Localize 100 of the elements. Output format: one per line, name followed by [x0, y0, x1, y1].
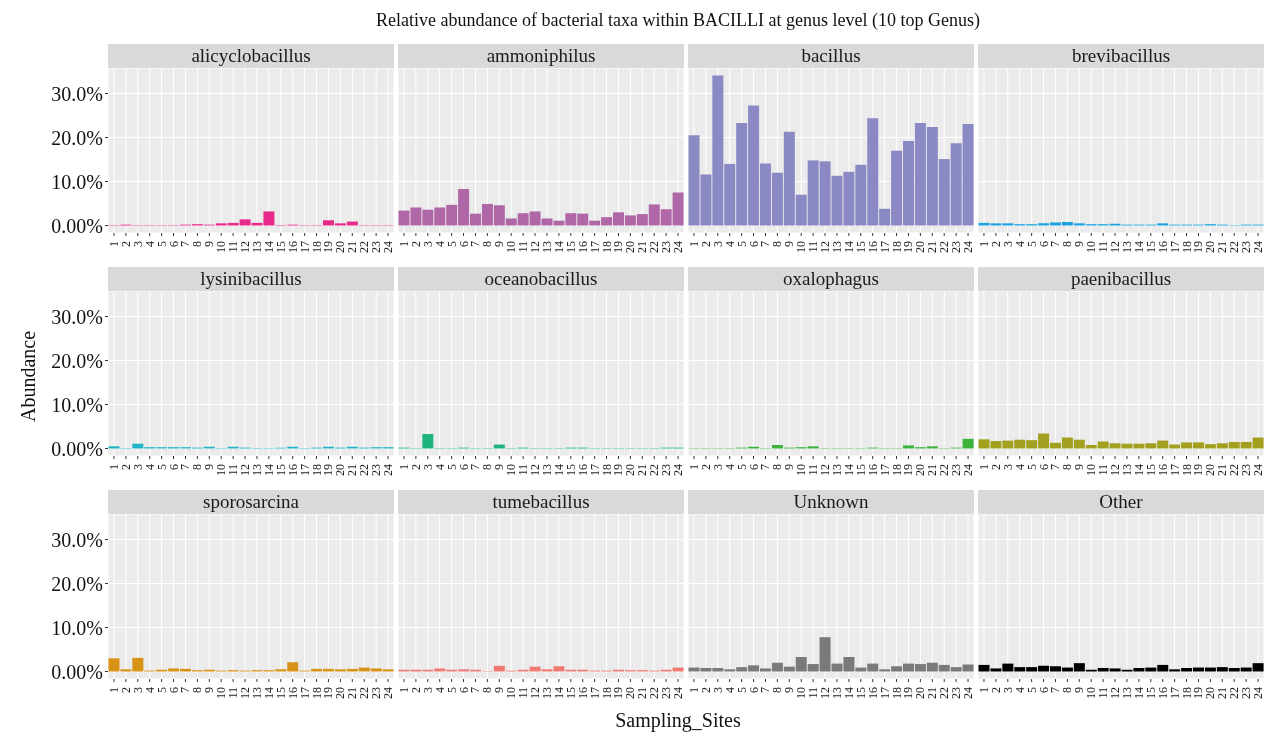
x-tick-label: 2	[408, 687, 423, 693]
x-tick-label: 24	[381, 241, 396, 253]
x-tick-label: 4	[142, 464, 157, 470]
x-axis-title: Sampling_Sites	[614, 709, 742, 732]
x-tick-label: 15	[273, 464, 288, 476]
x-tick-label: 2	[118, 241, 133, 247]
x-tick-label: 5	[154, 241, 169, 247]
x-tick-label: 22	[647, 241, 662, 253]
x-tick-label: 11	[806, 464, 821, 476]
x-tick-label: 14	[841, 464, 856, 476]
x-tick-label: 4	[432, 464, 447, 470]
x-tick-label: 18	[889, 464, 904, 476]
x-tick-label: 9	[492, 687, 507, 693]
x-tick-label: 4	[142, 241, 157, 247]
x-tick-label: 11	[806, 241, 821, 253]
x-tick-label: 6	[746, 687, 761, 693]
x-tick-label: 6	[456, 687, 471, 693]
x-tick-label: 14	[841, 241, 856, 253]
x-tick-label: 20	[913, 687, 928, 699]
x-tick-label: 10	[214, 464, 229, 476]
x-tick-label: 9	[492, 241, 507, 247]
x-tick-label: 21	[1215, 464, 1230, 476]
x-tick-label: 6	[166, 241, 181, 247]
x-tick-label: 11	[226, 464, 241, 476]
x-tick-label: 14	[1131, 241, 1146, 253]
x-tick-label: 14	[1131, 687, 1146, 699]
x-tick-label: 21	[635, 241, 650, 253]
x-tick-label: 24	[381, 687, 396, 699]
x-tick-label: 6	[166, 464, 181, 470]
x-tick-label: 10	[504, 687, 519, 699]
x-tick-label: 7	[758, 687, 773, 693]
x-tick-label: 3	[710, 687, 725, 693]
x-tick-label: 15	[563, 687, 578, 699]
x-tick-label: 14	[261, 464, 276, 476]
x-tick-label: 17	[587, 687, 602, 699]
x-tick-label: 11	[516, 687, 531, 699]
x-tick-label: 22	[357, 687, 372, 699]
y-tick-label: 30.0%	[51, 305, 103, 328]
y-axis-title: Abundance	[16, 329, 40, 424]
x-tick-label: 2	[698, 241, 713, 247]
y-tick-label: 20.0%	[51, 349, 103, 372]
y-tick-label: 30.0%	[51, 528, 103, 551]
x-tick-label: 21	[925, 241, 940, 253]
y-tick-label: 10.0%	[51, 393, 103, 416]
x-tick-label: 21	[1215, 241, 1230, 253]
x-tick-label: 22	[937, 241, 952, 253]
x-tick-label: 24	[671, 687, 686, 699]
x-tick-label: 20	[333, 241, 348, 253]
x-tick-label: 18	[309, 464, 324, 476]
x-tick-label: 22	[647, 687, 662, 699]
x-tick-label: 18	[599, 464, 614, 476]
x-tick-label: 19	[611, 241, 626, 253]
x-tick-label: 18	[1179, 241, 1194, 253]
x-tick-label: 20	[1203, 687, 1218, 699]
x-tick-label: 16	[865, 687, 880, 699]
x-tick-label: 22	[1227, 464, 1242, 476]
x-tick-label: 3	[1000, 687, 1015, 693]
x-tick-label: 8	[770, 464, 785, 470]
x-tick-label: 17	[1167, 241, 1182, 253]
x-tick-label: 16	[865, 241, 880, 253]
x-tick-label: 16	[575, 687, 590, 699]
x-tick-label: 7	[178, 241, 193, 247]
x-tick-label: 21	[925, 464, 940, 476]
y-tick-label: 0.00%	[51, 214, 103, 237]
x-tick-label: 20	[333, 687, 348, 699]
x-tick-label: 15	[1143, 241, 1158, 253]
x-tick-label: 5	[444, 687, 459, 693]
x-tick-label: 20	[913, 241, 928, 253]
x-tick-label: 20	[623, 464, 638, 476]
x-tick-label: 11	[516, 241, 531, 253]
x-tick-label: 19	[1191, 464, 1206, 476]
x-tick-label: 17	[1167, 464, 1182, 476]
x-tick-label: 2	[408, 241, 423, 247]
y-tick-label: 20.0%	[51, 126, 103, 149]
x-tick-label: 8	[480, 241, 495, 247]
x-tick-label: 7	[468, 241, 483, 247]
x-tick-label: 11	[226, 241, 241, 253]
x-tick-label: 6	[1036, 687, 1051, 693]
x-tick-label: 4	[722, 464, 737, 470]
x-tick-label: 5	[154, 687, 169, 693]
chart-title: sporosarcina	[108, 490, 394, 514]
x-tick-label: 19	[321, 464, 336, 476]
x-tick-label: 7	[178, 464, 193, 470]
x-tick-label: 15	[853, 687, 868, 699]
x-tick-label: 18	[309, 241, 324, 253]
x-tick-label: 17	[877, 241, 892, 253]
x-tick-label: 24	[1251, 687, 1266, 699]
chart-title: bacillus	[688, 44, 974, 68]
x-tick-label: 7	[1048, 464, 1063, 470]
x-tick-label: 18	[599, 687, 614, 699]
x-tick-label: 10	[214, 241, 229, 253]
x-tick-label: 21	[345, 241, 360, 253]
x-tick-label: 24	[961, 241, 976, 253]
x-tick-label: 11	[1096, 464, 1111, 476]
x-tick-label: 23	[659, 241, 674, 253]
x-tick-label: 6	[1036, 241, 1051, 247]
chart-title: oxalophagus	[688, 267, 974, 291]
x-tick-label: 1	[686, 241, 701, 247]
y-tick-label: 10.0%	[51, 616, 103, 639]
x-tick-label: 22	[357, 241, 372, 253]
